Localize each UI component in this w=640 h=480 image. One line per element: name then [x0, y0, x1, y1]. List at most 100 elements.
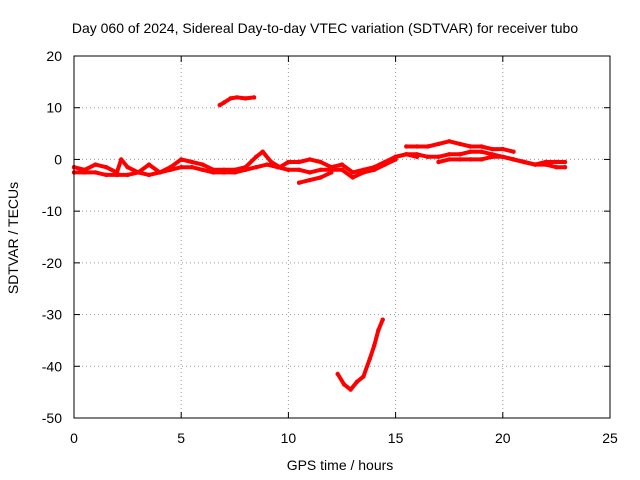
data-point [286, 159, 291, 165]
data-point [296, 180, 302, 185]
data-point [361, 170, 366, 175]
data-point [350, 175, 355, 180]
data-point [447, 157, 452, 162]
grid-lines [74, 56, 610, 418]
data-point [200, 162, 205, 167]
data-point [136, 170, 141, 175]
data-point [425, 154, 430, 159]
data-point [296, 167, 302, 172]
data-point [468, 157, 473, 162]
data-point [179, 157, 184, 162]
data-point [339, 167, 345, 172]
data-point [114, 172, 120, 178]
data-point [554, 165, 559, 170]
x-tick-label: 5 [177, 430, 185, 446]
data-point [380, 317, 385, 322]
data-point [522, 159, 527, 165]
y-axis: -50 -40 -30 -20 -10 0 10 20 [42, 48, 610, 426]
x-axis-title: GPS time / hours [287, 457, 394, 473]
data-point [372, 167, 377, 172]
data-point [367, 356, 373, 361]
data-point [414, 152, 420, 157]
y-tick-label: -10 [42, 203, 62, 219]
plot-frame [73, 55, 611, 419]
data-point [404, 144, 409, 149]
data-point [329, 170, 334, 175]
data-point [157, 170, 162, 175]
data-point [221, 100, 227, 105]
data-point [361, 374, 366, 379]
data-point [350, 170, 355, 175]
series-band-3 [296, 170, 334, 185]
data-point [489, 154, 495, 159]
x-tick-label: 0 [70, 430, 78, 446]
data-point [275, 165, 280, 170]
data-point [318, 167, 323, 172]
data-point [511, 149, 516, 154]
data-point [447, 152, 452, 157]
data-point [500, 146, 505, 152]
x-tick-label: 15 [388, 430, 404, 446]
data-point [269, 159, 274, 165]
data-point [104, 172, 109, 178]
data-point [335, 371, 340, 377]
series-segment-7h [217, 95, 257, 108]
data-point [307, 157, 312, 162]
data-point [179, 165, 184, 170]
data-point [296, 159, 302, 165]
data-series [71, 95, 568, 392]
y-tick-label: 20 [46, 48, 62, 64]
data-point [404, 152, 409, 157]
data-point [348, 387, 353, 392]
data-point [339, 162, 345, 167]
data-point [468, 144, 473, 149]
data-point [372, 343, 377, 348]
data-point [479, 149, 484, 154]
data-point [393, 154, 398, 159]
series-line [335, 317, 385, 392]
data-point [468, 149, 473, 154]
data-point [104, 165, 109, 170]
data-point [232, 170, 237, 175]
data-point [234, 95, 240, 100]
data-point [93, 162, 98, 167]
data-point [532, 162, 538, 167]
series-band-2 [71, 157, 398, 180]
data-point [447, 139, 452, 144]
series-band-5 [404, 139, 516, 154]
data-point [93, 170, 98, 175]
data-point [562, 159, 568, 165]
data-point [125, 165, 130, 170]
data-point [554, 159, 559, 165]
data-point [436, 141, 441, 147]
data-point [254, 154, 259, 159]
data-point [543, 159, 548, 165]
y-tick-label: 10 [46, 100, 62, 116]
data-point [318, 159, 323, 165]
chart-title: Day 060 of 2024, Sidereal Day-to-day VTE… [72, 20, 579, 36]
data-point [479, 144, 484, 149]
data-point [254, 165, 259, 170]
series-segment-13h [335, 317, 385, 392]
x-tick-label: 20 [495, 430, 511, 446]
y-tick-label: -50 [42, 410, 62, 426]
data-point [457, 157, 463, 162]
data-point [221, 170, 227, 175]
data-point [146, 172, 152, 178]
data-point [189, 165, 195, 170]
data-point [318, 175, 323, 180]
data-point [264, 162, 270, 167]
series-band-6 [436, 154, 568, 167]
data-point [436, 154, 441, 159]
data-point [414, 144, 420, 149]
data-point [243, 96, 248, 101]
data-point [382, 162, 388, 167]
y-tick-label: -30 [42, 307, 62, 323]
data-point [562, 165, 568, 170]
data-point [119, 157, 124, 162]
data-point [189, 159, 195, 165]
data-point [260, 149, 265, 154]
data-point [243, 167, 248, 172]
data-point [228, 96, 233, 101]
